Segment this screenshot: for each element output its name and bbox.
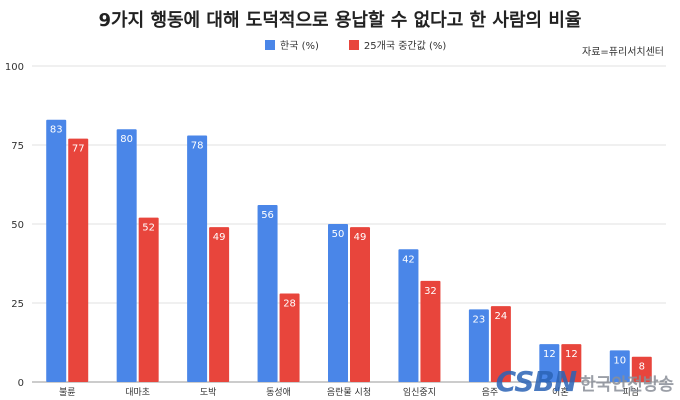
bar-median-7 (561, 344, 582, 382)
y-tick-label-25: 25 (11, 299, 24, 310)
x-tick-label-2: 도박 (200, 387, 217, 398)
legend-label-korea: 한국 (%) (280, 41, 319, 52)
watermark-logo: CSBN (495, 365, 577, 398)
bar-median-4 (350, 227, 370, 382)
x-tick-label-4: 음란물 시청 (327, 386, 371, 398)
bar-median-5 (420, 280, 441, 382)
bar-korea-0 (46, 119, 67, 382)
bar-korea-6 (468, 309, 489, 382)
data-label-median-5: 32 (424, 286, 437, 297)
bar-korea-4 (328, 224, 348, 382)
data-label-median-0: 77 (72, 144, 85, 155)
legend-swatch-median (348, 39, 359, 50)
bar-korea-5 (398, 249, 419, 382)
data-label-korea-4: 50 (332, 229, 345, 240)
y-tick-label-100: 100 (5, 62, 24, 73)
bar-korea-3 (257, 205, 278, 382)
data-label-korea-2: 78 (191, 141, 204, 152)
legend-item-korea: 한국 (%) (265, 37, 319, 52)
x-tick-label-0: 불륜 (59, 387, 76, 398)
bar-korea-7 (539, 344, 560, 382)
bar-median-2 (209, 227, 230, 382)
chart-title: 9가지 행동에 대해 도덕적으로 용납할 수 없다고 한 사람의 비율 (98, 10, 582, 31)
y-tick-label-75: 75 (11, 141, 24, 152)
data-label-median-3: 28 (283, 299, 296, 310)
data-label-korea-6: 23 (473, 314, 486, 325)
data-label-korea-5: 42 (402, 254, 415, 265)
data-label-korea-7: 12 (543, 349, 556, 360)
chart-legend: 한국 (%) 25개국 중간값 (%) (265, 37, 446, 52)
bar-median-8 (631, 356, 652, 382)
data-label-median-6: 24 (495, 311, 508, 322)
bar-median-1 (138, 217, 159, 382)
y-tick-label-0: 0 (18, 378, 24, 389)
data-label-median-4: 49 (354, 232, 367, 243)
x-tick-label-7: 이혼 (552, 386, 569, 398)
legend-item-median: 25개국 중간값 (%) (348, 37, 447, 52)
bar-median-3 (279, 293, 300, 382)
x-tick-label-5: 임신중지 (403, 386, 436, 398)
watermark: CSBN 한국안전방송 (496, 365, 674, 398)
data-label-korea-1: 80 (120, 134, 133, 145)
data-label-median-2: 49 (213, 232, 226, 243)
legend-label-median: 25개국 중간값 (%) (363, 41, 447, 52)
data-label-median-7: 12 (565, 349, 578, 360)
x-tick-label-8: 피임 (622, 386, 639, 398)
x-tick-label-3: 동성애 (266, 387, 291, 398)
bar-korea-1 (116, 129, 137, 382)
legend-swatch-korea (265, 39, 275, 50)
bar-korea-2 (187, 135, 208, 382)
data-label-median-8: 8 (639, 362, 645, 373)
data-label-korea-0: 83 (50, 125, 63, 136)
watermark-text: 한국안전방송 (580, 375, 674, 395)
source-note: 자료=퓨리서치센터 (582, 47, 664, 58)
x-tick-label-1: 대마초 (125, 387, 150, 398)
data-label-median-1: 52 (142, 223, 155, 234)
bar-korea-8 (609, 350, 630, 382)
data-label-korea-8: 10 (613, 355, 626, 366)
bar-median-0 (68, 138, 89, 382)
x-tick-label-6: 음주 (482, 387, 499, 398)
data-label-korea-3: 56 (261, 210, 274, 221)
bar-median-6 (490, 306, 511, 382)
y-tick-label-50: 50 (11, 220, 24, 231)
